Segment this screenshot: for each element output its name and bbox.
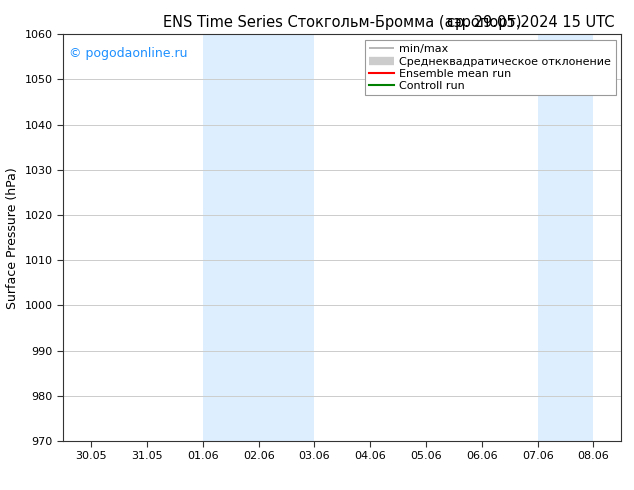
Text: © pogodaonline.ru: © pogodaonline.ru bbox=[69, 47, 188, 59]
Text: ср. 29.05.2024 15 UTC: ср. 29.05.2024 15 UTC bbox=[448, 15, 615, 30]
Bar bbox=[538, 34, 593, 441]
Bar bbox=[203, 34, 314, 441]
Y-axis label: Surface Pressure (hPa): Surface Pressure (hPa) bbox=[6, 167, 19, 309]
Legend: min/max, Среднеквадратическое отклонение, Ensemble mean run, Controll run: min/max, Среднеквадратическое отклонение… bbox=[365, 40, 616, 96]
Text: ENS Time Series Стокгольм-Бромма (аэропорт): ENS Time Series Стокгольм-Бромма (аэропо… bbox=[163, 15, 522, 30]
